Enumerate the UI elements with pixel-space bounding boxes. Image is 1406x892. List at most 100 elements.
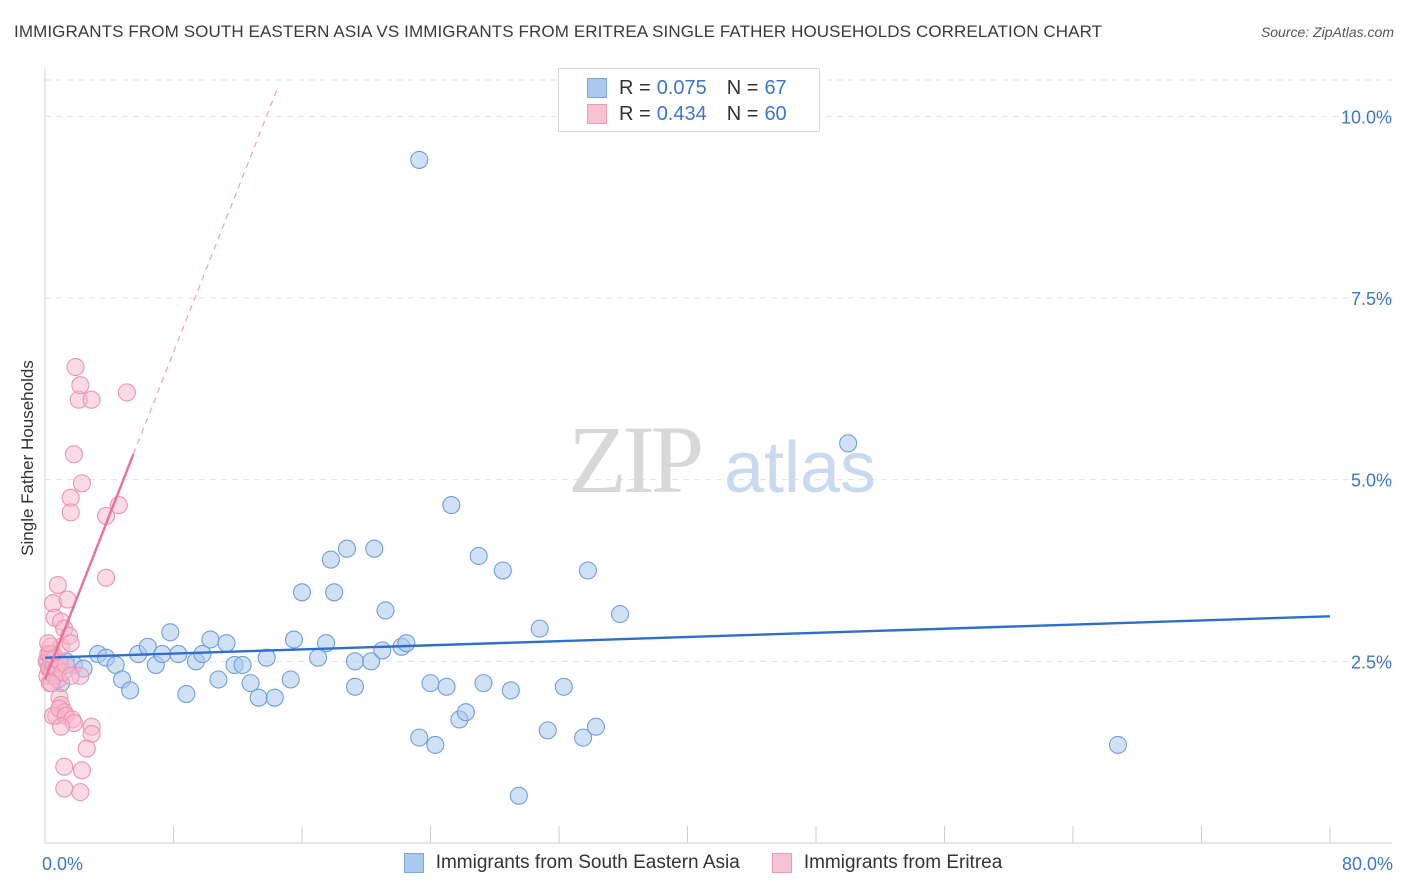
series-eritrea: [37, 357, 136, 802]
data-point-south-eastern-asia: [538, 721, 557, 740]
correlation-legend: R = 0.075 N = 67 R = 0.434 N = 60: [558, 68, 820, 132]
data-point-south-eastern-asia: [233, 655, 252, 675]
data-point-south-eastern-asia: [321, 550, 340, 569]
data-point-south-eastern-asia: [161, 623, 180, 642]
data-point-south-eastern-asia: [249, 688, 268, 707]
legend-n-value-blue: 67: [764, 76, 787, 99]
legend-swatch-pink: [587, 104, 607, 124]
data-point-south-eastern-asia: [437, 677, 456, 696]
data-point-south-eastern-asia: [121, 681, 140, 700]
data-point-south-eastern-asia: [209, 670, 228, 689]
data-point-eritrea: [71, 783, 90, 802]
data-point-eritrea: [64, 445, 83, 464]
data-point-south-eastern-asia: [530, 619, 549, 638]
data-point-south-eastern-asia: [410, 728, 429, 747]
trend-line-south-eastern-asia: [44, 615, 1331, 659]
data-point-south-eastern-asia: [325, 583, 344, 602]
legend-swatch-blue: [403, 853, 424, 873]
data-point-south-eastern-asia: [1108, 735, 1128, 754]
trend-line-eritrea: [43, 453, 135, 680]
data-point-eritrea: [96, 568, 116, 587]
data-point-eritrea: [48, 575, 67, 595]
data-point-south-eastern-asia: [610, 605, 630, 624]
data-point-south-eastern-asia: [421, 674, 440, 693]
tick-labels: 2.5% 5.0% 7.5% 10.0% 0.0% 80.0%: [42, 107, 1393, 874]
trend-line-eritrea-extension: [132, 87, 279, 455]
data-point-south-eastern-asia: [574, 728, 593, 747]
data-point-south-eastern-asia: [501, 681, 520, 700]
x-tick-label-max: 80.0%: [1342, 854, 1393, 874]
data-point-eritrea: [42, 674, 61, 693]
legend-swatch-blue: [587, 78, 607, 98]
legend-row-pink: R = 0.434 N = 60: [587, 102, 787, 126]
legend-n-label: N =: [726, 102, 759, 125]
data-point-south-eastern-asia: [337, 539, 357, 558]
data-point-south-eastern-asia: [257, 648, 276, 667]
legend-r-value-blue: 0.075: [656, 76, 707, 99]
legend-label-south-eastern-asia: Immigrants from South Eastern Asia: [435, 852, 740, 873]
data-point-south-eastern-asia: [373, 641, 392, 660]
data-point-south-eastern-asia: [410, 150, 429, 169]
data-point-south-eastern-asia: [265, 688, 284, 707]
data-point-eritrea: [117, 383, 136, 402]
data-point-eritrea: [72, 761, 91, 780]
legend-swatch-pink: [771, 853, 792, 873]
legend-n-label: N =: [726, 76, 759, 99]
y-axis-title: Single Father Households: [18, 360, 37, 556]
y-tick-label: 7.5%: [1351, 289, 1392, 309]
data-point-eritrea: [77, 739, 96, 758]
data-point-south-eastern-asia: [442, 496, 461, 515]
data-point-eritrea: [72, 474, 91, 493]
data-point-south-eastern-asia: [362, 652, 381, 671]
data-point-south-eastern-asia: [554, 677, 573, 696]
data-point-eritrea: [55, 779, 74, 798]
axes: [44, 68, 1392, 844]
data-point-south-eastern-asia: [456, 703, 475, 722]
data-point-eritrea: [61, 503, 80, 522]
y-tick-label: 5.0%: [1351, 471, 1392, 491]
data-point-south-eastern-asia: [217, 634, 236, 653]
legend-r-value-pink: 0.434: [656, 102, 707, 125]
data-point-south-eastern-asia: [292, 583, 312, 602]
watermark: ZIP atlas: [568, 406, 876, 513]
series-legend: Immigrants from South Eastern Asia Immig…: [0, 852, 1406, 874]
data-point-south-eastern-asia: [345, 652, 365, 671]
trend-lines: [43, 87, 1331, 680]
data-point-south-eastern-asia: [586, 717, 605, 736]
data-point-south-eastern-asia: [839, 434, 858, 453]
data-point-eritrea: [61, 666, 80, 685]
legend-item-south-eastern-asia[interactable]: Immigrants from South Eastern Asia: [403, 852, 740, 874]
data-point-south-eastern-asia: [345, 677, 365, 696]
data-point-south-eastern-asia: [493, 561, 512, 580]
chart-title: IMMIGRANTS FROM SOUTH EASTERN ASIA VS IM…: [14, 22, 1103, 41]
data-point-eritrea: [82, 390, 101, 409]
data-point-south-eastern-asia: [365, 539, 384, 558]
data-point-south-eastern-asia: [376, 601, 395, 620]
data-point-south-eastern-asia: [177, 684, 196, 704]
x-tick-label-min: 0.0%: [42, 854, 83, 874]
legend-r-label: R =: [619, 76, 651, 99]
legend-r-label: R =: [619, 102, 651, 125]
data-point-eritrea: [52, 717, 71, 736]
data-point-south-eastern-asia: [284, 630, 304, 649]
data-point-south-eastern-asia: [201, 630, 220, 649]
legend-item-eritrea[interactable]: Immigrants from Eritrea: [771, 852, 1003, 874]
data-point-eritrea: [66, 357, 85, 377]
data-point-south-eastern-asia: [469, 546, 488, 566]
data-point-eritrea: [39, 634, 58, 653]
data-point-south-eastern-asia: [509, 786, 528, 805]
source-label: Source: ZipAtlas.com: [1260, 24, 1394, 40]
data-point-south-eastern-asia: [281, 670, 300, 689]
data-point-eritrea: [71, 376, 90, 395]
data-point-south-eastern-asia: [474, 674, 493, 693]
data-point-eritrea: [55, 757, 74, 776]
data-point-south-eastern-asia: [241, 674, 260, 693]
legend-n-value-pink: 60: [764, 102, 787, 125]
y-tick-label: 2.5%: [1351, 652, 1392, 672]
legend-row-blue: R = 0.075 N = 67: [587, 76, 787, 100]
watermark-zip: ZIP: [568, 406, 701, 513]
data-point-eritrea: [61, 634, 80, 653]
data-point-south-eastern-asia: [578, 561, 597, 580]
legend-label-eritrea: Immigrants from Eritrea: [803, 852, 1003, 873]
